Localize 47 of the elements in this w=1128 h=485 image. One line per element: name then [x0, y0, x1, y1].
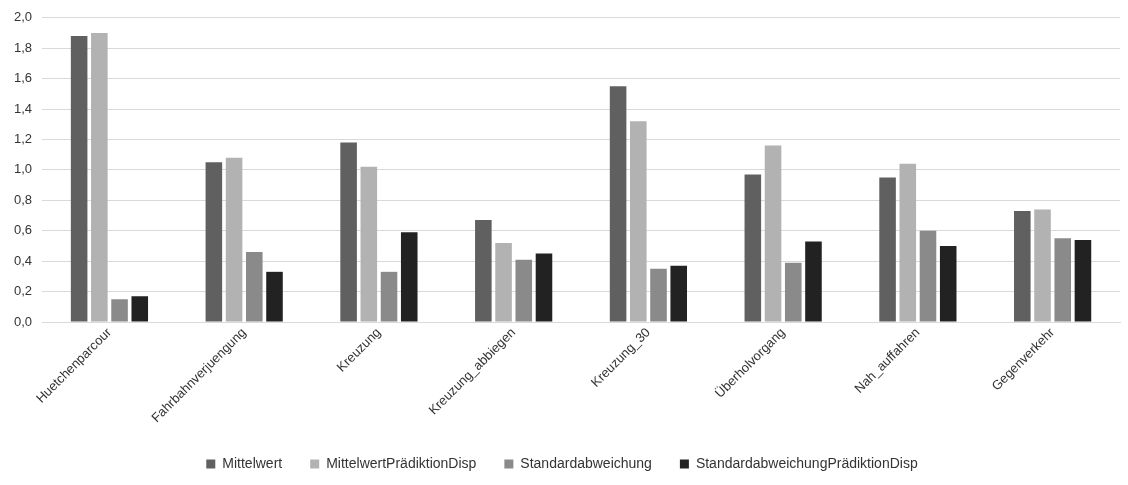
bar	[1074, 239, 1092, 322]
y-tick-label: 1,8	[13, 39, 33, 55]
y-tick-label: 0,8	[13, 191, 33, 207]
bar	[205, 162, 223, 322]
bar	[400, 232, 418, 322]
bar	[1034, 209, 1051, 322]
bar	[266, 271, 283, 322]
y-tick-label: 1,4	[13, 100, 33, 116]
bar	[535, 253, 553, 322]
y-tick-label: 2,0	[13, 9, 33, 25]
bar	[380, 271, 398, 322]
bar	[784, 262, 802, 322]
legend-label: Mittelwert	[222, 454, 283, 471]
y-tick-label: 1,0	[13, 161, 33, 177]
bar	[225, 157, 243, 322]
bar	[111, 299, 128, 322]
bar	[939, 245, 957, 322]
bar	[630, 121, 647, 322]
y-tick-label: 0,4	[13, 252, 33, 268]
bar	[899, 163, 917, 322]
legend-label: StandardabweichungPrädiktionDisp	[695, 454, 918, 471]
bar	[131, 296, 149, 322]
bar	[475, 220, 492, 322]
y-tick-label: 1,2	[13, 131, 33, 147]
legend-label: MittelwertPrädiktionDisp	[326, 454, 477, 471]
bar	[609, 86, 627, 322]
bar	[70, 36, 88, 322]
bar	[91, 33, 108, 322]
bar	[1054, 238, 1072, 322]
bar	[246, 252, 263, 322]
bar	[650, 268, 667, 322]
bar	[879, 177, 896, 322]
bar	[495, 242, 512, 322]
bar	[670, 265, 688, 322]
bar	[764, 145, 782, 322]
legend-label: Standardabweichung	[520, 454, 652, 471]
y-tick-label: 1,6	[13, 70, 33, 86]
bar	[1014, 210, 1031, 322]
bar	[360, 166, 378, 322]
y-tick-label: 0,2	[13, 283, 33, 299]
bar	[744, 174, 762, 322]
bar	[805, 241, 822, 322]
bar	[515, 259, 533, 322]
bar	[340, 142, 357, 322]
y-tick-label: 0,6	[13, 222, 33, 238]
bar	[919, 230, 937, 322]
y-tick-label: 0,0	[13, 313, 33, 329]
